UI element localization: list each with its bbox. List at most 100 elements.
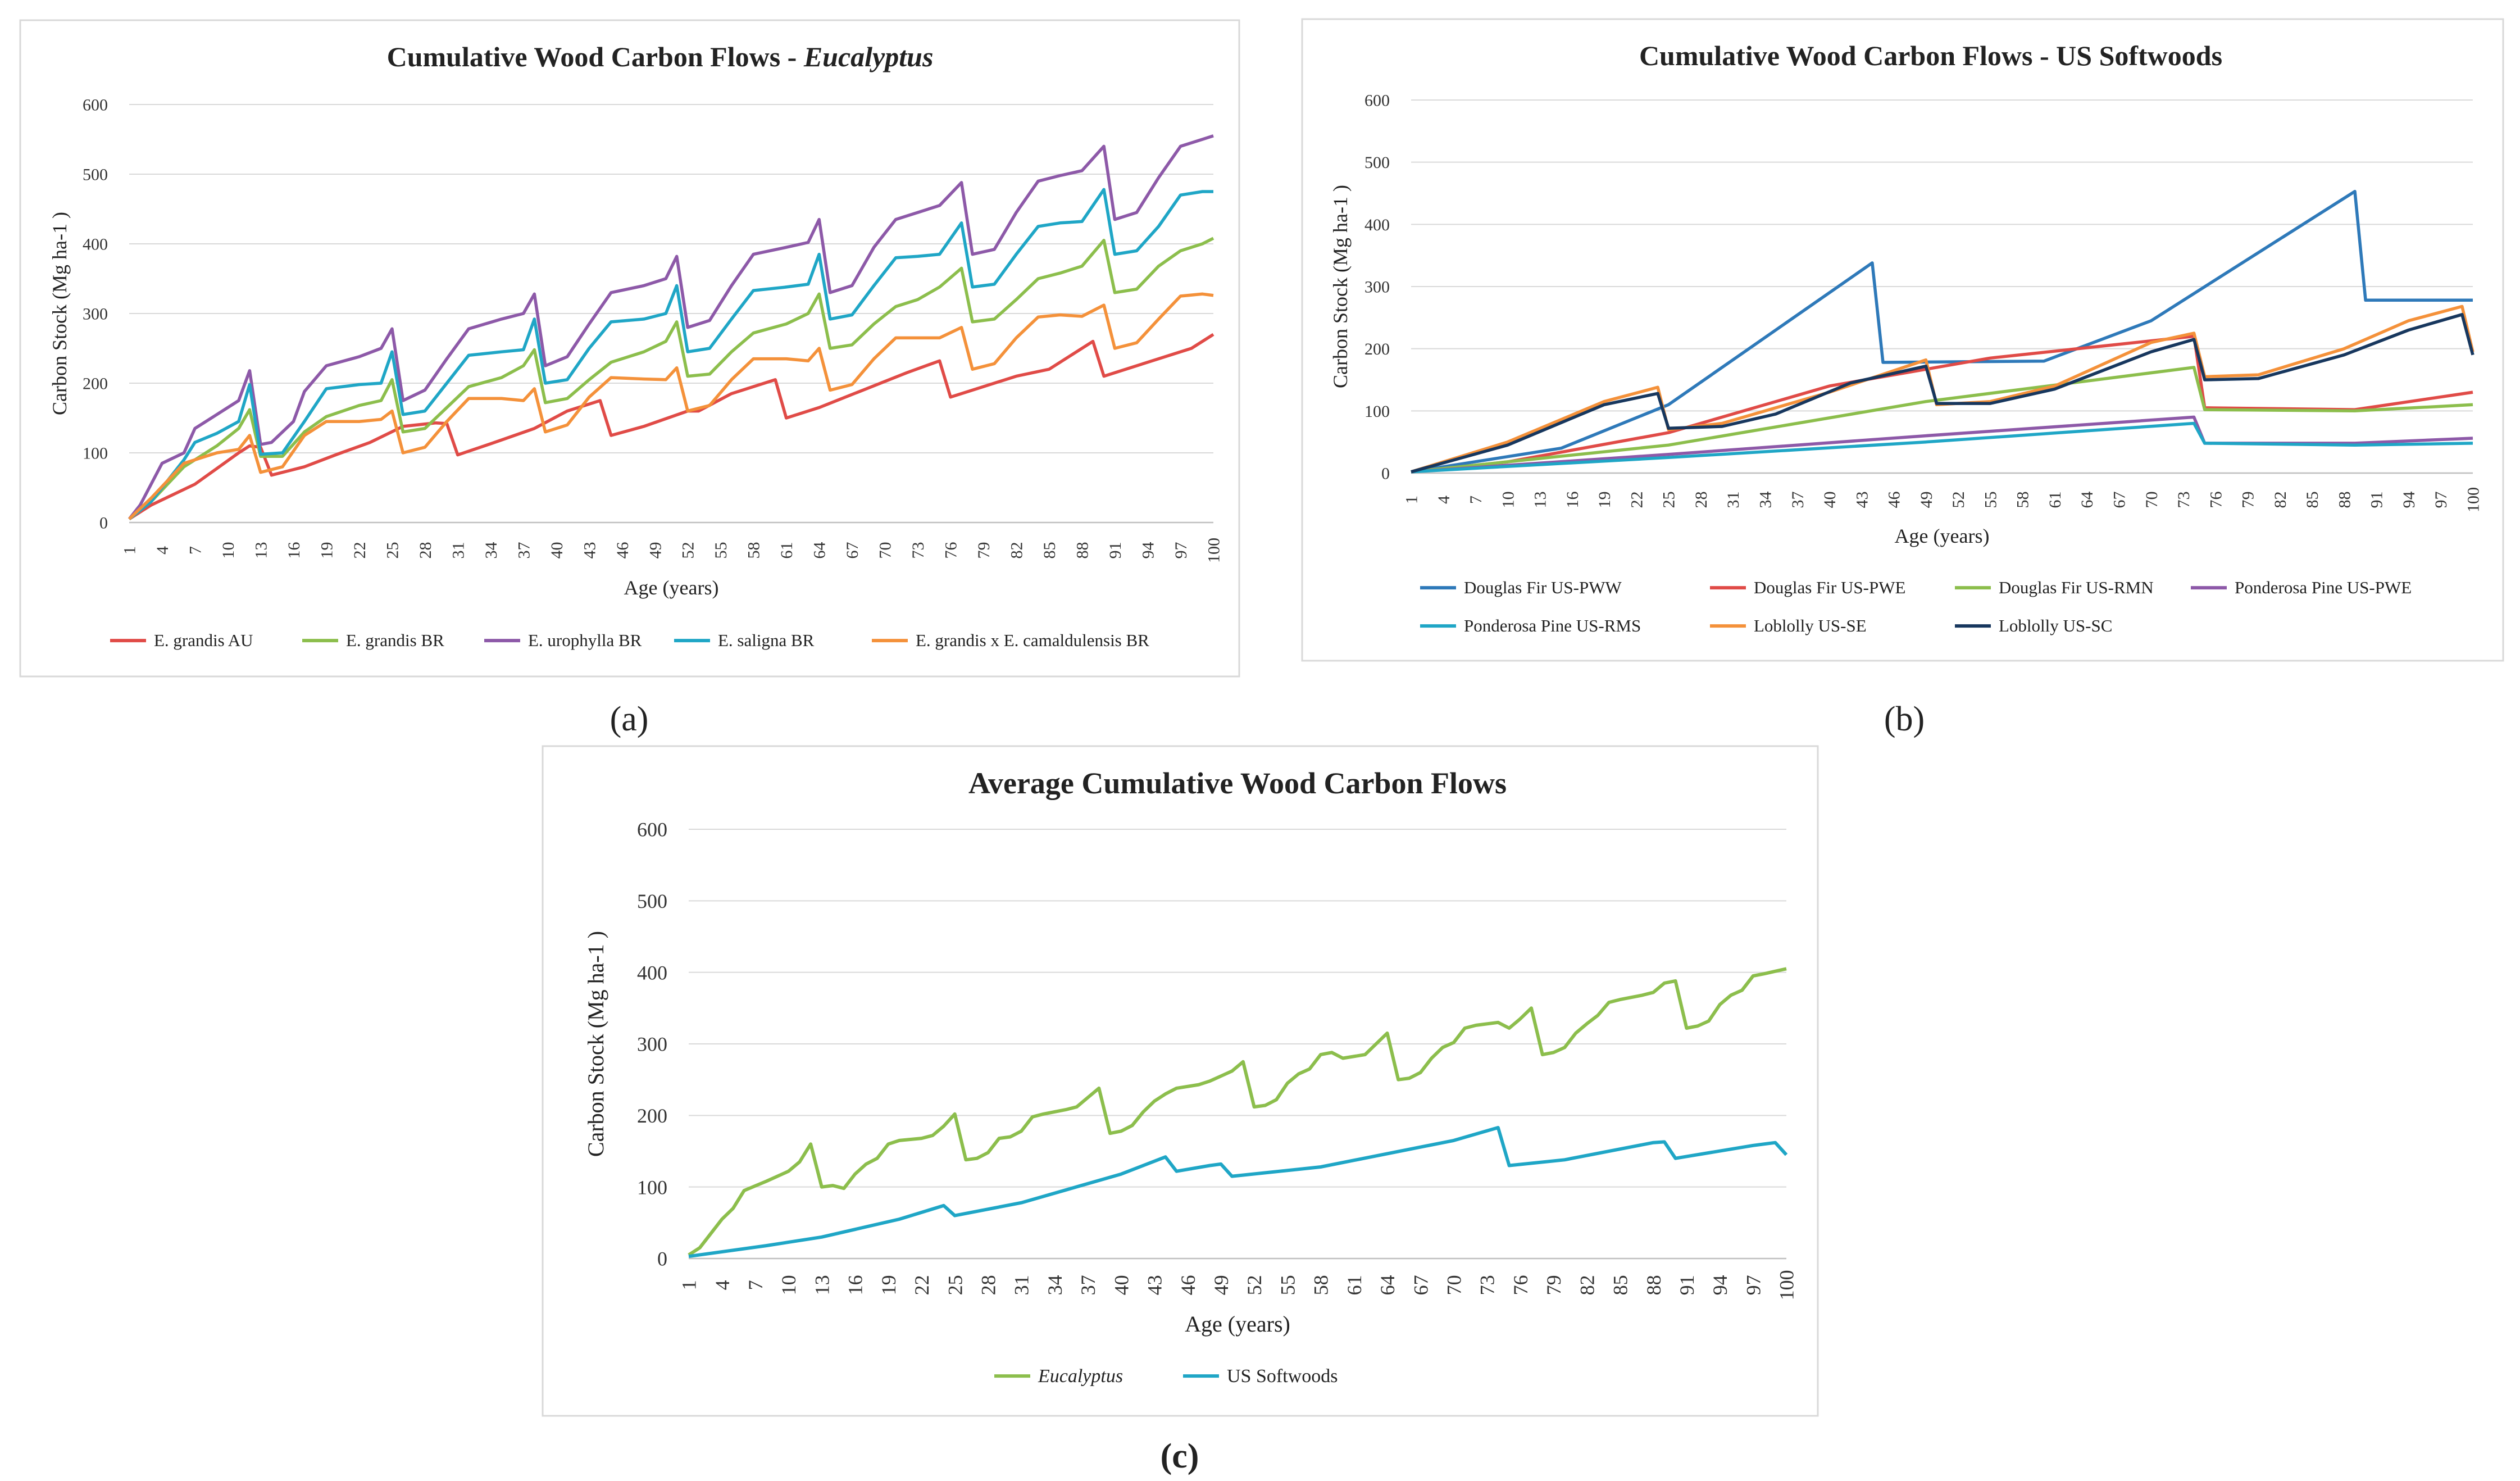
x-tick-label: 16 <box>844 1275 867 1295</box>
panel-label: (c) <box>1161 1437 1199 1475</box>
x-tick-label: 91 <box>2368 492 2386 508</box>
legend-label: E. grandis BR <box>346 630 444 650</box>
y-tick-label: 0 <box>657 1248 667 1270</box>
x-tick-label: 43 <box>1144 1275 1166 1295</box>
series-line <box>1411 313 2474 474</box>
x-tick-label: 97 <box>2432 492 2450 508</box>
x-tick-label: 73 <box>2175 492 2193 508</box>
legend-label: E. urophylla BR <box>528 630 642 650</box>
x-tick-label: 64 <box>811 542 829 559</box>
x-tick-label: 52 <box>1949 492 1968 508</box>
legend-label: Eucalyptus <box>1038 1366 1123 1387</box>
panel-label: (a) <box>610 700 649 738</box>
x-tick-label: 25 <box>1660 492 1679 508</box>
x-tick-label: 31 <box>1724 492 1743 508</box>
x-axis-label: Age (years) <box>1895 525 1990 547</box>
y-tick-label: 200 <box>1364 340 1390 358</box>
panel-b-frame <box>1301 18 2504 662</box>
x-tick-label: 1 <box>121 546 139 555</box>
legend-label: Douglas Fir US-RMN <box>1999 578 2154 597</box>
x-tick-label: 85 <box>1040 542 1059 559</box>
x-tick-label: 7 <box>744 1280 767 1290</box>
series-line <box>688 1126 1788 1259</box>
x-tick-label: 10 <box>777 1275 800 1295</box>
x-tick-label: 70 <box>2143 492 2161 508</box>
x-tick-label: 61 <box>2046 492 2064 508</box>
x-tick-label: 34 <box>1757 492 1775 508</box>
x-tick-label: 22 <box>351 542 369 559</box>
y-tick-label: 100 <box>1364 402 1390 421</box>
x-tick-label: 40 <box>1110 1275 1132 1295</box>
x-tick-label: 100 <box>1776 1270 1798 1300</box>
legend-label: Ponderosa Pine US-PWE <box>2235 578 2412 597</box>
y-tick-label: 400 <box>1364 216 1390 234</box>
series-line <box>128 188 1213 520</box>
x-tick-label: 49 <box>1917 492 1936 508</box>
x-tick-label: 4 <box>1435 496 1453 504</box>
x-tick-label: 10 <box>219 542 238 559</box>
series-line <box>128 292 1214 520</box>
x-tick-label: 100 <box>1205 538 1223 563</box>
y-axis-label: Carbon Stock (Mg ha-1 ) <box>1329 185 1352 388</box>
y-tick-label: 400 <box>83 235 108 254</box>
x-tick-label: 97 <box>1742 1275 1764 1295</box>
x-tick-label: 64 <box>2078 492 2096 508</box>
x-tick-label: 49 <box>1210 1275 1232 1295</box>
x-tick-label: 79 <box>975 542 993 559</box>
x-tick-label: 55 <box>1981 492 2000 508</box>
x-tick-label: 46 <box>1885 492 1904 508</box>
legend-label: Loblolly US-SC <box>1999 616 2112 635</box>
x-tick-label: 73 <box>1476 1275 1499 1295</box>
y-tick-label: 300 <box>637 1033 667 1056</box>
legend-label: Douglas Fir US-PWW <box>1464 578 1622 597</box>
y-tick-label: 200 <box>637 1105 667 1127</box>
panel-a-frame <box>19 19 1240 678</box>
x-tick-label: 7 <box>186 546 204 555</box>
x-tick-label: 19 <box>877 1275 900 1295</box>
x-tick-label: 70 <box>876 542 895 559</box>
x-tick-label: 37 <box>1789 492 1807 508</box>
x-tick-label: 13 <box>1531 492 1550 508</box>
x-tick-label: 52 <box>679 542 698 559</box>
x-tick-label: 79 <box>2239 492 2258 508</box>
x-tick-label: 25 <box>944 1275 966 1295</box>
x-tick-label: 37 <box>515 542 533 559</box>
x-tick-label: 19 <box>317 542 336 559</box>
chart-panel-a: Cumulative Wood Carbon Flows - Eucalyptu… <box>48 41 1223 738</box>
x-tick-label: 40 <box>548 542 566 559</box>
series-line <box>128 134 1214 520</box>
chart-panel-b: Cumulative Wood Carbon Flows - US Softwo… <box>1329 40 2483 738</box>
x-tick-label: 94 <box>2400 492 2418 508</box>
x-tick-label: 58 <box>1310 1275 1332 1295</box>
x-tick-label: 100 <box>2464 487 2483 512</box>
x-tick-label: 64 <box>1376 1275 1399 1295</box>
x-tick-label: 46 <box>1177 1275 1199 1295</box>
y-tick-label: 100 <box>83 444 108 463</box>
chart-title: Cumulative Wood Carbon Flows - US Softwo… <box>1639 40 2222 71</box>
legend-label: E. grandis AU <box>154 630 253 650</box>
series-line <box>1411 421 2473 474</box>
legend-label: Douglas Fir US-PWE <box>1754 578 1905 597</box>
panel-c-frame <box>542 745 1819 1417</box>
x-tick-label: 79 <box>1543 1275 1565 1295</box>
x-tick-label: 1 <box>1403 496 1421 504</box>
x-tick-label: 37 <box>1077 1275 1099 1295</box>
x-tick-label: 4 <box>153 546 172 555</box>
series-line <box>128 333 1214 521</box>
x-tick-label: 61 <box>1343 1275 1366 1295</box>
x-tick-label: 82 <box>1008 542 1026 559</box>
x-tick-label: 13 <box>252 542 270 559</box>
x-tick-label: 34 <box>482 542 501 559</box>
x-tick-label: 88 <box>1643 1275 1665 1295</box>
y-tick-label: 100 <box>637 1176 667 1198</box>
x-tick-label: 67 <box>843 542 862 559</box>
x-tick-label: 22 <box>911 1275 933 1295</box>
x-tick-label: 46 <box>613 542 632 559</box>
y-tick-label: 600 <box>83 96 108 115</box>
y-tick-label: 500 <box>83 166 108 184</box>
legend-label: E. saligna BR <box>718 630 815 650</box>
x-tick-label: 43 <box>1853 492 1871 508</box>
x-tick-label: 76 <box>1509 1275 1532 1295</box>
x-tick-label: 13 <box>811 1275 833 1295</box>
